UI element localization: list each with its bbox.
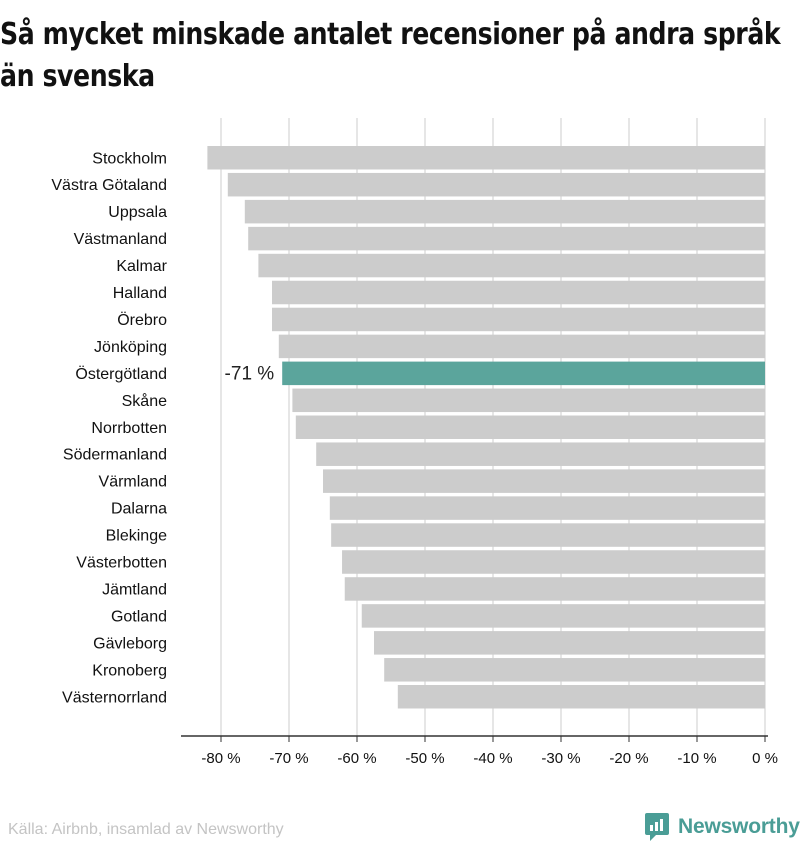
bar — [244, 199, 766, 224]
category-label: Kronoberg — [92, 662, 167, 679]
bar-highlight — [282, 361, 765, 386]
bar — [292, 388, 765, 413]
bar — [342, 550, 765, 574]
bar — [329, 496, 765, 520]
category-label: Blekinge — [106, 528, 167, 545]
source-note: Källa: Airbnb, insamlad av Newsworthy — [8, 821, 284, 838]
bar — [295, 415, 765, 439]
category-label: Värmland — [99, 474, 167, 491]
bar — [272, 307, 765, 332]
category-label: Halland — [113, 285, 167, 302]
bar — [207, 146, 765, 170]
data-label: -71 % — [225, 363, 275, 384]
bar — [331, 523, 765, 547]
tick-label: -30 % — [541, 750, 580, 767]
category-label: Stockholm — [92, 150, 167, 167]
category-label: Jämtland — [102, 581, 167, 598]
brand-logo[interactable]: Newsworthy — [644, 812, 800, 842]
chart-title: Så mycket minskade antalet recensioner p… — [0, 17, 781, 94]
tick-label: -60 % — [337, 750, 376, 767]
category-label: Gotland — [111, 608, 167, 625]
bar — [384, 658, 765, 682]
category-label: Västmanland — [74, 231, 167, 248]
bar — [227, 172, 766, 197]
category-label: Gävleborg — [93, 635, 167, 652]
bar — [397, 685, 765, 709]
category-label: Östergötland — [75, 365, 167, 383]
tick-label: -20 % — [609, 750, 648, 767]
tick-label: -70 % — [269, 750, 308, 767]
tick-label: -40 % — [473, 750, 512, 767]
category-label: Uppsala — [108, 204, 167, 221]
category-label: Västra Götaland — [51, 177, 167, 194]
newsworthy-logo-icon — [645, 813, 669, 841]
category-label: Västerbotten — [76, 555, 167, 572]
category-label: Jönköping — [94, 339, 167, 356]
brand-name: Newsworthy — [678, 815, 800, 838]
tick-label: 0 % — [752, 750, 778, 767]
bar — [248, 226, 765, 251]
category-label: Norrbotten — [91, 420, 167, 437]
bar — [258, 253, 765, 278]
category-label: Dalarna — [111, 501, 167, 518]
category-label: Örebro — [117, 311, 167, 329]
bar — [272, 280, 765, 305]
category-label: Västernorrland — [62, 689, 167, 706]
bar — [278, 334, 765, 359]
tick-label: -10 % — [677, 750, 716, 767]
bar — [323, 469, 765, 493]
bar — [316, 442, 765, 466]
category-label: Södermanland — [63, 447, 167, 464]
bar — [344, 577, 765, 601]
tick-label: -80 % — [201, 750, 240, 767]
category-label: Kalmar — [116, 258, 167, 275]
bar — [374, 631, 765, 655]
category-label: Skåne — [122, 392, 167, 410]
bar — [361, 604, 765, 628]
tick-label: -50 % — [405, 750, 444, 767]
